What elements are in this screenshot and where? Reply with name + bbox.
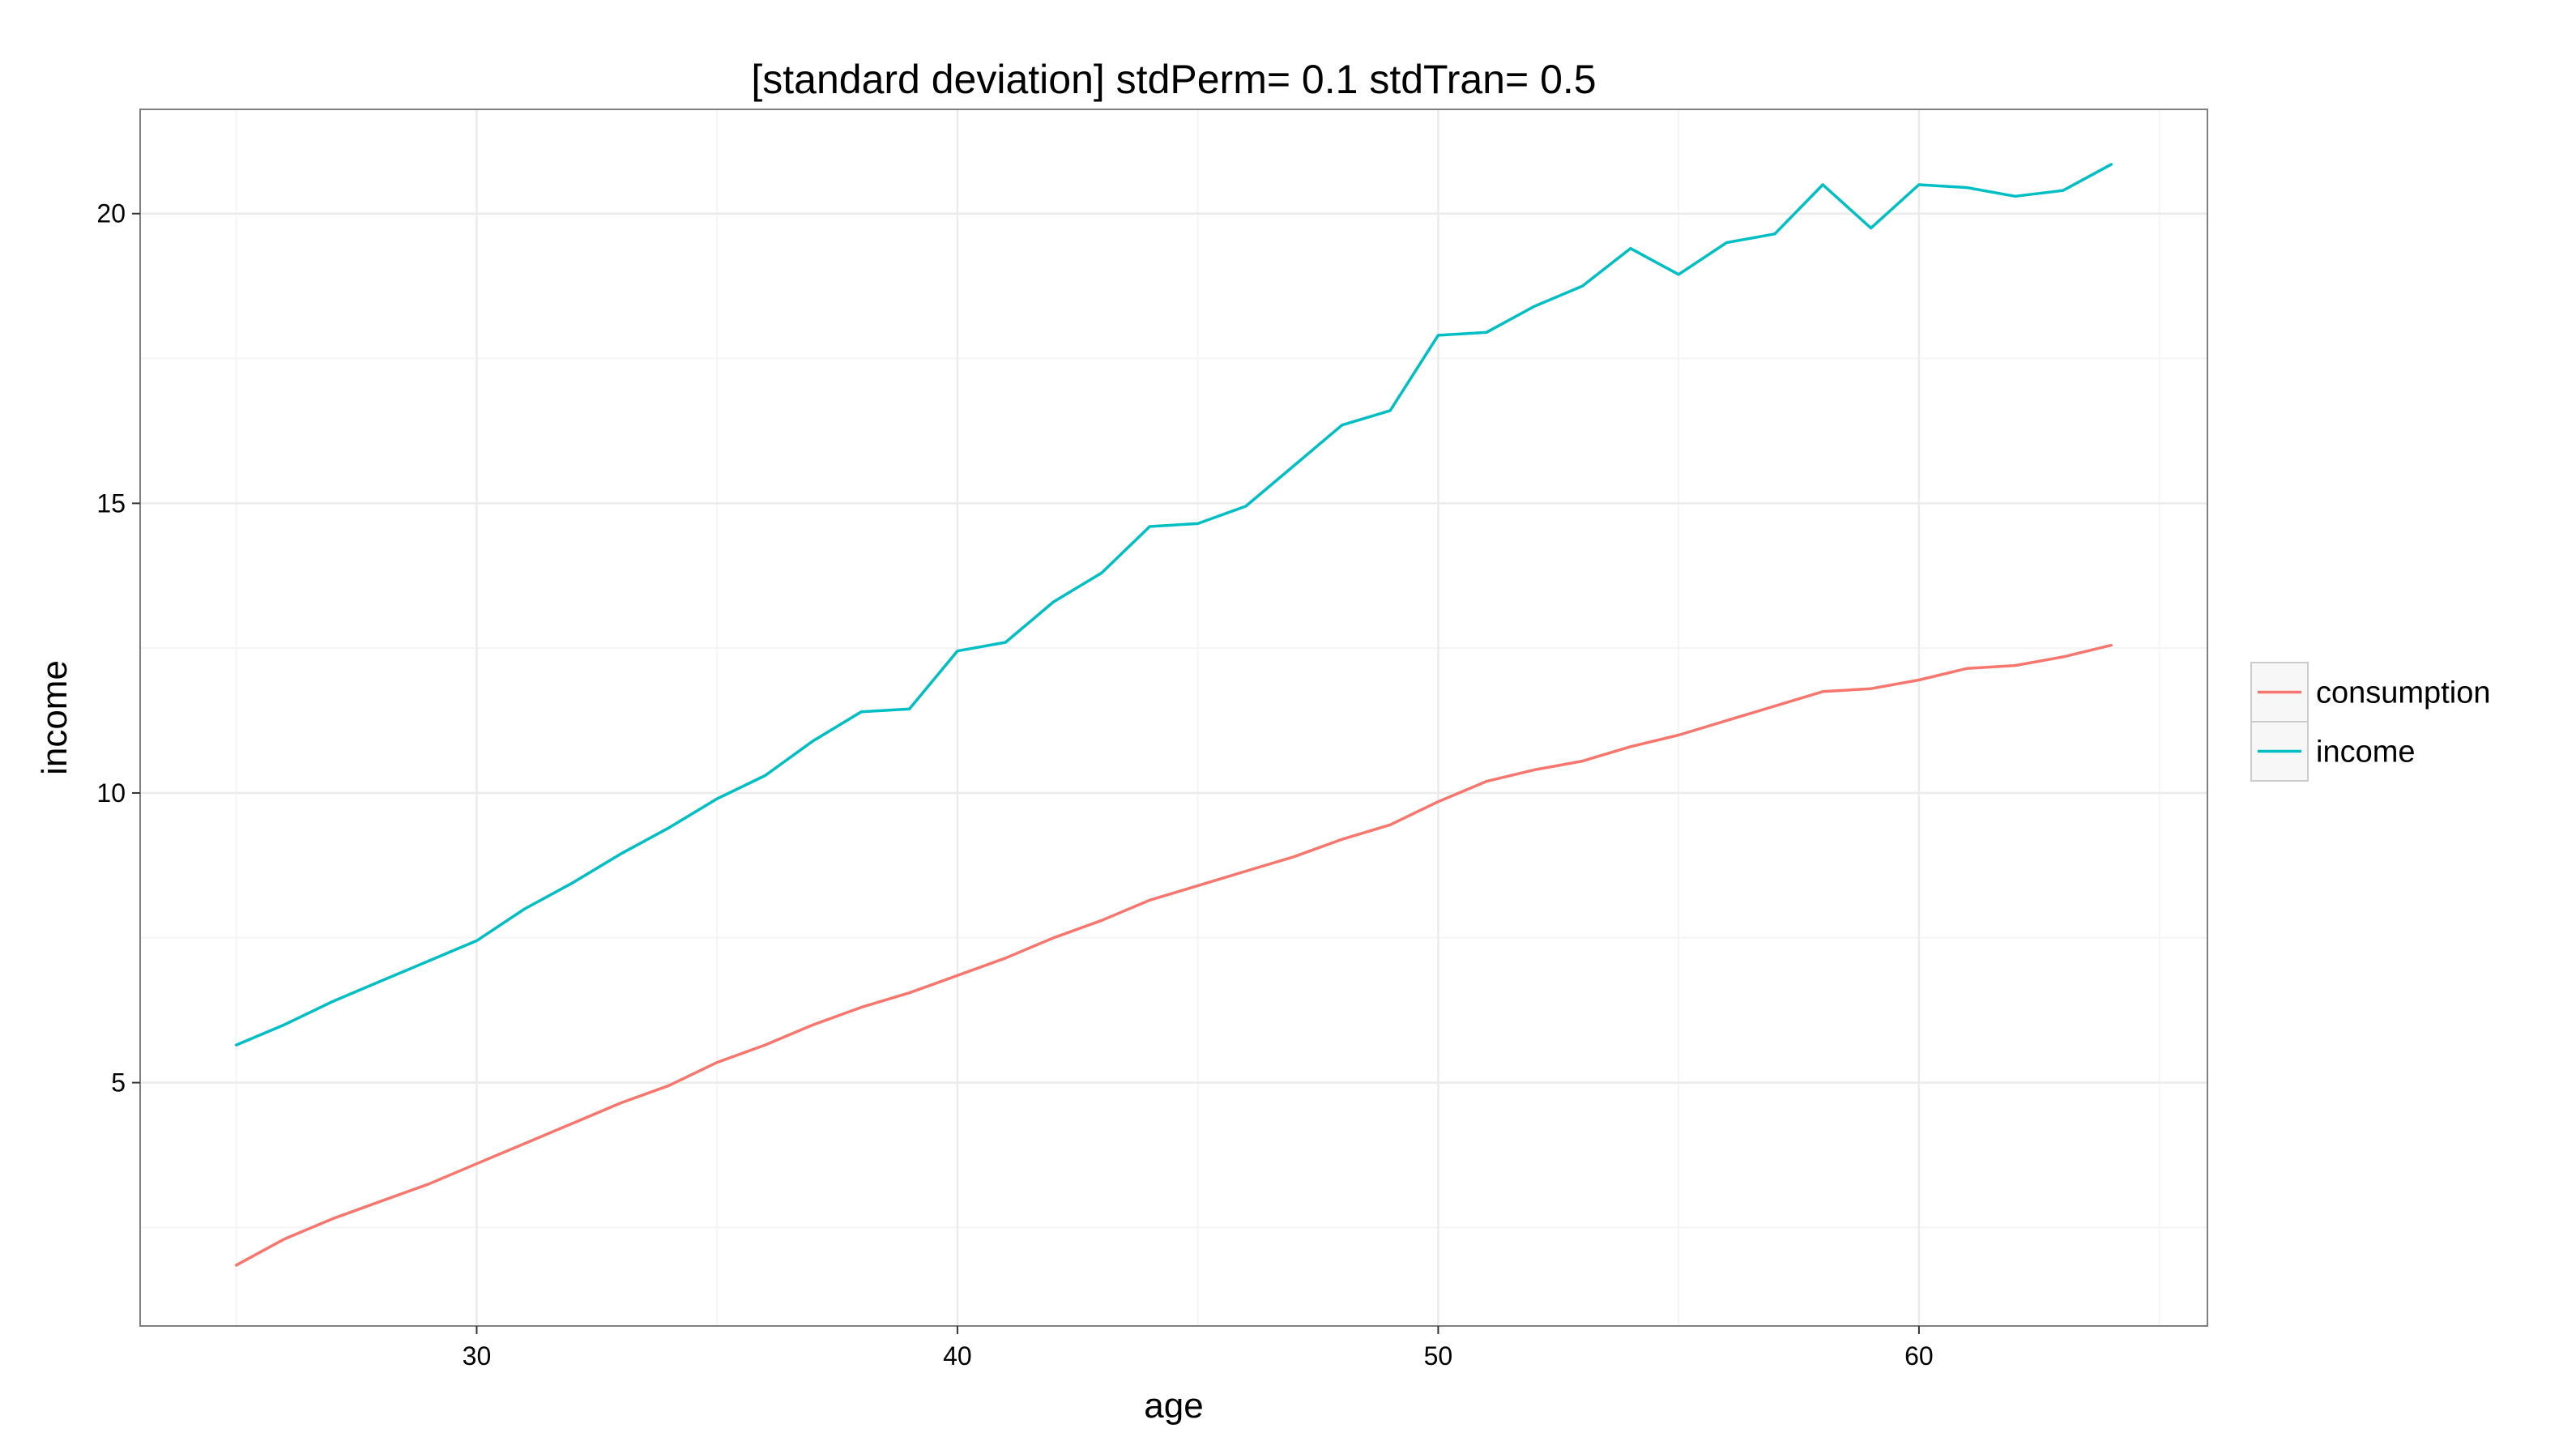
x-axis: 30 40 50 60 bbox=[463, 1326, 1934, 1371]
minor-gridlines bbox=[140, 109, 2207, 1326]
x-tick-label: 50 bbox=[1424, 1341, 1453, 1371]
series-line-consumption bbox=[234, 643, 2113, 1267]
legend-label: consumption bbox=[2316, 676, 2490, 710]
y-tick-label: 15 bbox=[96, 488, 126, 518]
series-line-income bbox=[234, 163, 2113, 1047]
y-axis-title: income bbox=[35, 660, 75, 775]
y-tick-label: 20 bbox=[96, 199, 126, 228]
x-tick-label: 40 bbox=[943, 1341, 972, 1371]
legend-label: income bbox=[2316, 735, 2416, 770]
x-axis-title: age bbox=[1144, 1386, 1203, 1426]
series-layer bbox=[234, 163, 2113, 1267]
y-axis: 5 10 15 20 bbox=[96, 199, 140, 1098]
major-gridlines bbox=[140, 109, 2207, 1326]
x-tick-label: 60 bbox=[1904, 1341, 1934, 1371]
y-tick-label: 5 bbox=[111, 1068, 126, 1098]
legend-item-consumption: consumption bbox=[2250, 662, 2490, 723]
x-tick-label: 30 bbox=[463, 1341, 492, 1371]
chart-title: [standard deviation] stdPerm= 0.1 stdTra… bbox=[751, 57, 1596, 102]
plot-panel-border bbox=[139, 109, 2208, 1327]
y-tick-label: 10 bbox=[96, 778, 126, 808]
legend-item-income: income bbox=[2250, 721, 2416, 782]
legend: consumption income bbox=[2250, 662, 2490, 782]
